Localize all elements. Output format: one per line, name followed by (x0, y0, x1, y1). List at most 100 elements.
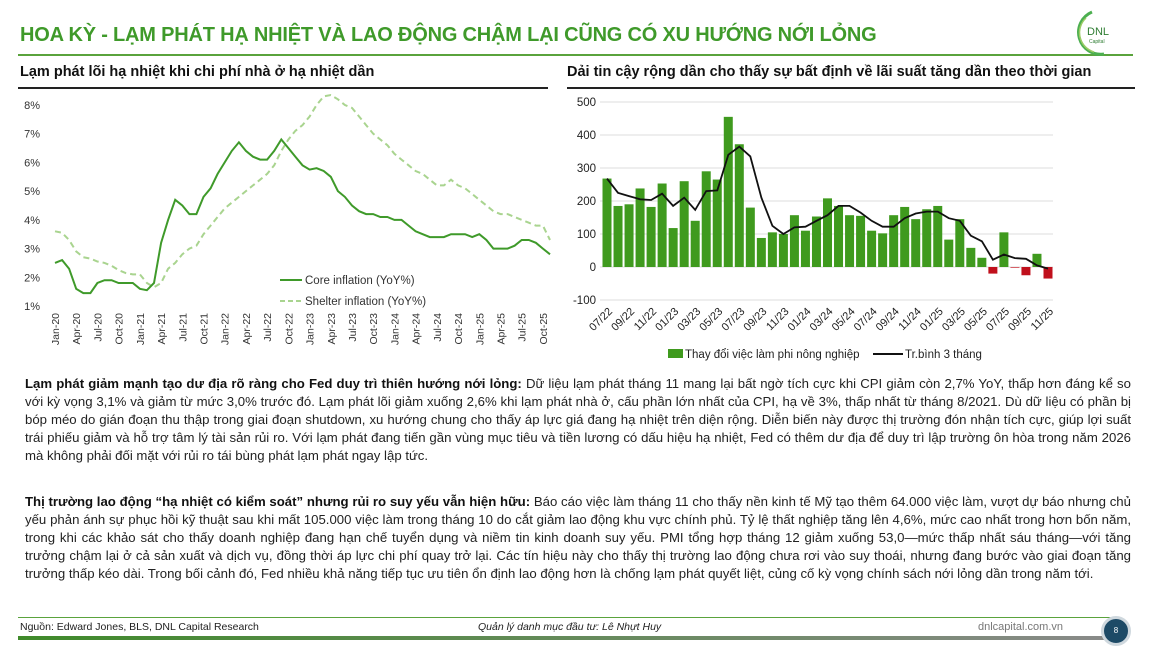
bar-03/25 (955, 219, 965, 267)
paragraph-inflation: Lạm phát giảm mạnh tạo dư địa rõ ràng ch… (25, 375, 1131, 465)
bar-09/24 (889, 215, 899, 267)
bar-08/23 (745, 207, 755, 267)
legend-label: Core inflation (YoY%) (305, 275, 415, 287)
footer-divider (18, 617, 1118, 618)
bar-10/22 (635, 188, 645, 267)
bar-09/25 (1021, 267, 1031, 276)
right-chart-title: Dải tin cậy rộng dần cho thấy sự bất địn… (567, 64, 1092, 80)
y-tick-label: 300 (577, 163, 596, 175)
bar-03/24 (823, 198, 832, 267)
bar-08/24 (878, 233, 888, 267)
x-tick-label: 05/25 (962, 306, 990, 334)
title-divider (18, 54, 1133, 56)
x-tick-label: Apr-23 (326, 313, 338, 345)
paragraph-lead: Lạm phát giảm mạnh tạo dư địa rõ ràng ch… (25, 376, 522, 391)
x-tick-label: Apr-22 (241, 313, 253, 345)
page-number: 8 (1101, 616, 1131, 646)
footer-source: Nguồn: Edward Jones, BLS, DNL Capital Re… (20, 621, 259, 633)
x-tick-label: 01/25 (918, 306, 946, 334)
y-tick-label: 100 (577, 229, 596, 241)
x-tick-label: Jan-25 (474, 313, 486, 345)
x-tick-label: 03/24 (808, 306, 836, 334)
right-chart-title-rule (567, 87, 1135, 89)
x-tick-label: Apr-21 (156, 313, 168, 345)
svg-text:DNL: DNL (1087, 26, 1109, 38)
x-tick-label: 09/23 (742, 306, 770, 334)
x-tick-label: Oct-23 (368, 313, 380, 345)
paragraph-body: Dữ liệu lạm phát tháng 11 mang lại bất n… (25, 376, 1131, 463)
series-line-shelter (54, 93, 551, 289)
bar-04/25 (966, 247, 976, 267)
x-tick-label: 11/23 (764, 306, 791, 333)
bar-07/25 (999, 232, 1009, 267)
x-tick-label: Oct-22 (283, 313, 295, 345)
x-tick-label: 07/25 (984, 306, 1012, 334)
bar-07/23 (734, 144, 744, 267)
bar-11/24 (911, 219, 921, 267)
bar-07/24 (867, 230, 877, 267)
y-tick-label: 400 (577, 130, 596, 142)
y-tick-label: 2% (24, 272, 40, 284)
page-title: HOA KỲ - LẠM PHÁT HẠ NHIỆT VÀ LAO ĐỘNG C… (20, 24, 877, 46)
x-tick-label: 07/23 (719, 306, 747, 334)
bar-12/22 (657, 183, 667, 267)
bar-11/22 (646, 206, 656, 267)
bar-06/23 (723, 116, 733, 267)
x-tick-label: Jul-24 (432, 313, 444, 342)
bar-05/24 (845, 215, 855, 267)
bar-06/25 (988, 267, 998, 274)
footer-website[interactable]: dnlcapital.com.vn (978, 621, 1063, 633)
x-tick-label: Apr-25 (496, 313, 508, 345)
x-tick-label: Apr-24 (411, 313, 423, 345)
nonfarm-payroll-chart: -100 0 100 200 300 400 500 07/2209/2211/2201/23… (573, 97, 1056, 361)
x-tick-label: Jul-25 (517, 313, 529, 342)
y-tick-label: 0 (590, 262, 596, 274)
y-tick-label: 5% (24, 186, 40, 198)
bar-12/23 (789, 215, 799, 267)
footer-bar (18, 636, 1118, 640)
y-tick-label: 1% (24, 301, 40, 313)
x-tick-label: 05/24 (830, 306, 858, 334)
y-tick-label: 4% (24, 215, 40, 227)
bar-02/24 (811, 216, 821, 267)
x-tick-label: 03/25 (940, 306, 968, 334)
y-tick-label: 6% (24, 157, 40, 169)
x-tick-label: 11/24 (896, 306, 923, 333)
left-chart-title: Lạm phát lõi hạ nhiệt khi chi phí nhà ở … (20, 64, 375, 80)
bar-10/25 (1032, 253, 1042, 267)
y-tick-label: 500 (577, 97, 596, 109)
x-tick-label: 07/24 (852, 306, 880, 334)
x-tick-label: 05/23 (697, 306, 725, 334)
three-month-average-line (606, 145, 1049, 270)
x-tick-label: Jul-21 (177, 313, 189, 342)
x-tick-label: Jul-20 (92, 313, 104, 342)
y-tick-label: 3% (24, 244, 40, 256)
dnl-capital-logo: DNL Capital (1077, 10, 1109, 56)
x-tick-label: 11/25 (1029, 306, 1056, 333)
bar-12/24 (922, 209, 932, 267)
bar-01/24 (800, 230, 810, 267)
svg-text:Capital: Capital (1089, 39, 1105, 45)
bar-01/23 (668, 228, 678, 267)
series-line-core (54, 137, 551, 295)
bar-08/25 (1010, 267, 1020, 268)
bar-07/22 (602, 178, 612, 267)
bar-05/23 (712, 179, 722, 267)
paragraph-body: Báo cáo việc làm tháng 11 cho thấy nền k… (25, 494, 1131, 581)
x-tick-label: Oct-24 (453, 313, 465, 345)
bar-04/23 (701, 171, 711, 267)
x-tick-label: Jan-21 (135, 313, 147, 345)
x-tick-label: 03/23 (675, 306, 703, 334)
bar-05/25 (977, 257, 987, 267)
x-tick-label: 01/23 (653, 306, 681, 334)
legend-swatch-bar (668, 349, 683, 358)
x-tick-label: Jan-24 (389, 313, 401, 345)
paragraph-lead: Thị trường lao động “hạ nhiệt có kiểm so… (25, 494, 531, 509)
bar-10/23 (767, 232, 777, 267)
bar-08/22 (613, 205, 623, 267)
bar-02/23 (679, 181, 689, 267)
footer-manager: Quản lý danh mục đầu tư: Lê Nhựt Huy (478, 621, 662, 633)
y-tick-label: -100 (573, 295, 596, 307)
paragraph-labor: Thị trường lao động “hạ nhiệt có kiểm so… (25, 493, 1131, 583)
x-tick-label: 11/22 (632, 306, 659, 333)
